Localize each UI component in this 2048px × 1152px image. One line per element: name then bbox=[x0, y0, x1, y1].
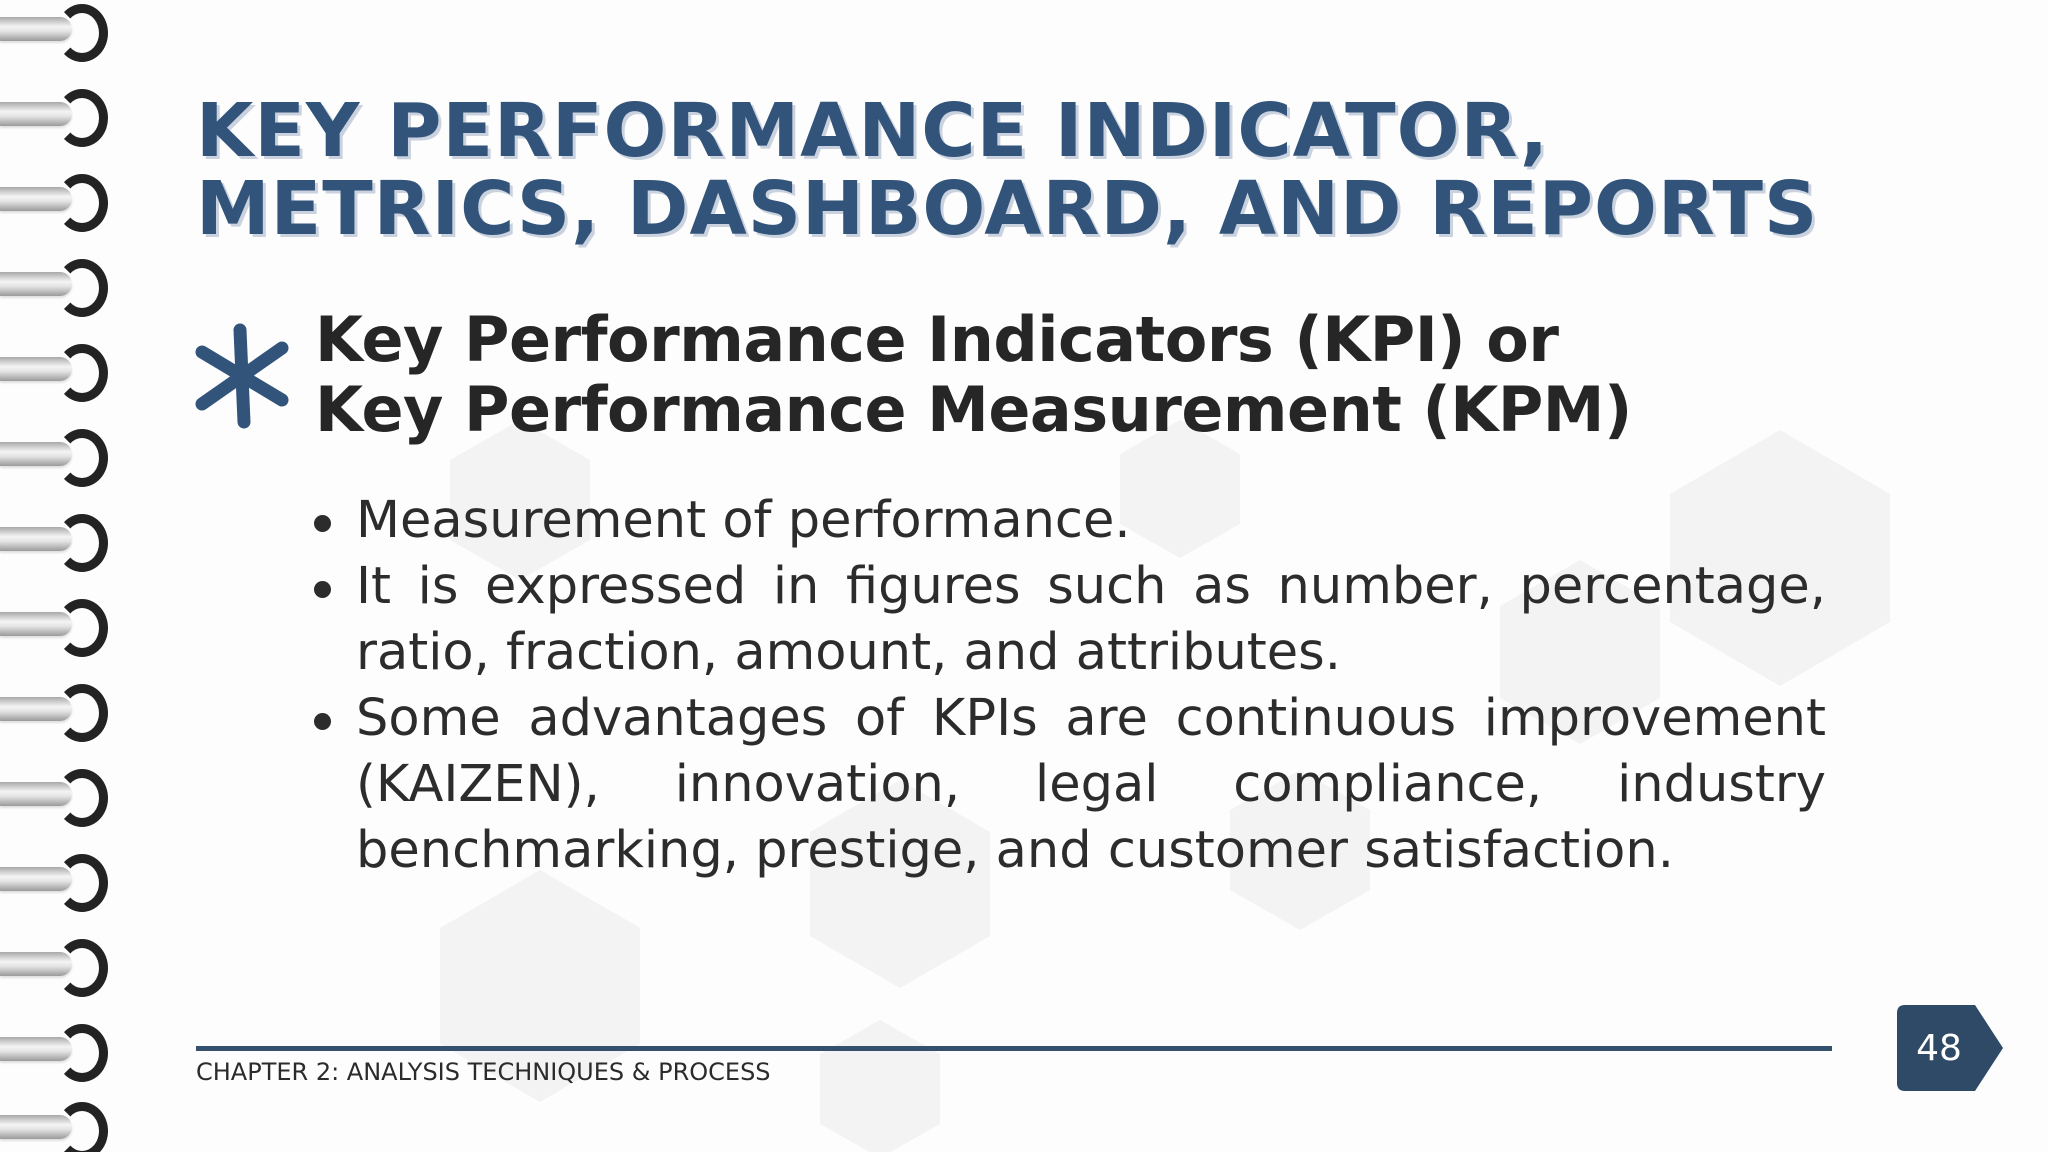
binding-ring bbox=[0, 1022, 108, 1082]
binding-ring bbox=[0, 172, 108, 232]
title-line: KEY PERFORMANCE INDICATOR, bbox=[196, 88, 1550, 174]
page-number-badge bbox=[1897, 1005, 2003, 1091]
asterisk-icon bbox=[195, 323, 289, 429]
bullet-item: Some advantages of KPIs are continuous i… bbox=[314, 686, 1826, 884]
binding-ring bbox=[0, 682, 108, 742]
page-number: 48 bbox=[1916, 1027, 1962, 1069]
binding-ring bbox=[0, 937, 108, 997]
heading-line: Key Performance Measurement (KPM) bbox=[315, 373, 1632, 446]
binding-ring bbox=[0, 512, 108, 572]
binding-ring bbox=[0, 257, 108, 317]
binding-ring bbox=[0, 767, 108, 827]
binding-ring bbox=[0, 427, 108, 487]
heading-line: Key Performance Indicators (KPI) or bbox=[315, 303, 1559, 376]
bullet-item: Measurement of performance. bbox=[314, 488, 1826, 554]
binding-ring bbox=[0, 597, 108, 657]
footer-divider bbox=[196, 1046, 1832, 1051]
binding-ring bbox=[0, 2, 108, 62]
binding-ring bbox=[0, 87, 108, 147]
binding-ring bbox=[0, 852, 108, 912]
title-line: METRICS, DASHBOARD, AND REPORTS bbox=[196, 166, 1819, 252]
slide-title: KEY PERFORMANCE INDICATOR, METRICS, DASH… bbox=[196, 92, 1896, 248]
bullet-list: Measurement of performance. It is expres… bbox=[314, 488, 1826, 884]
binding-ring bbox=[0, 1100, 108, 1152]
binding-ring bbox=[0, 342, 108, 402]
section-heading: Key Performance Indicators (KPI) or Key … bbox=[315, 305, 1915, 445]
spiral-binding bbox=[0, 0, 110, 1152]
bullet-item: It is expressed in figures such as numbe… bbox=[314, 554, 1826, 686]
chapter-footer: CHAPTER 2: ANALYSIS TECHNIQUES & PROCESS bbox=[196, 1058, 771, 1086]
